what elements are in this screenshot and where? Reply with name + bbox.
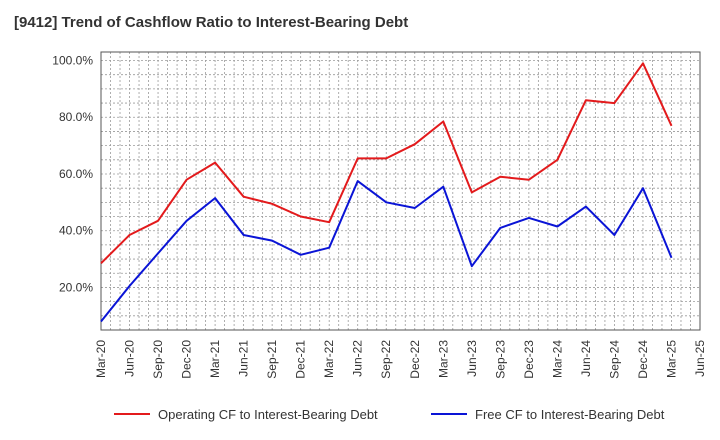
y-tick-label: 60.0%: [59, 167, 93, 181]
x-tick-label: Jun-22: [351, 340, 365, 377]
x-tick-label: Dec-21: [294, 340, 308, 379]
x-tick-label: Jun-24: [579, 340, 593, 377]
x-tick-label: Dec-24: [636, 340, 650, 379]
legend-label-free-cf: Free CF to Interest-Bearing Debt: [475, 406, 665, 422]
series-line-free-cf: [100, 180, 673, 323]
x-tick-label: Sep-24: [607, 340, 621, 379]
x-tick-label: Jun-20: [123, 340, 137, 377]
series: [100, 62, 673, 323]
y-tick-label: 100.0%: [52, 54, 93, 68]
x-tick-label: Sep-23: [493, 340, 507, 379]
legend-item-free-cf: Free CF to Interest-Bearing Debt: [431, 404, 664, 424]
legend: Operating CF to Interest-Bearing Debt Fr…: [0, 404, 720, 424]
x-tick-label: Dec-23: [522, 340, 536, 379]
x-tick-label: Mar-22: [322, 340, 336, 378]
x-tick-label: Mar-25: [664, 340, 678, 378]
legend-swatch-operating-cf: [114, 413, 150, 415]
y-tick-label: 80.0%: [59, 110, 93, 124]
legend-label-operating-cf: Operating CF to Interest-Bearing Debt: [158, 406, 378, 422]
x-tick-label: Mar-21: [208, 340, 222, 378]
x-tick-label: Jun-23: [465, 340, 479, 377]
y-tick-label: 40.0%: [59, 224, 93, 238]
chart-title: [9412] Trend of Cashflow Ratio to Intere…: [14, 14, 409, 31]
x-tick-label: Sep-22: [379, 340, 393, 379]
x-tick-label: Mar-24: [550, 340, 564, 378]
x-tick-label: Jun-21: [237, 340, 251, 377]
x-tick-label: Jun-25: [693, 340, 707, 377]
plot-frame: [100, 51, 701, 331]
x-tick-label: Mar-23: [436, 340, 450, 378]
x-tick-label: Dec-22: [408, 340, 422, 379]
x-tick-label: Sep-21: [265, 340, 279, 379]
tick-labels: 20.0% 40.0% 60.0% 80.0% 100.0% Mar-20 Jun-20 Se…: [52, 54, 707, 379]
axes: [100, 51, 701, 331]
series-line-operating-cf: [100, 62, 673, 265]
grid: [100, 52, 701, 330]
x-tick-label: Dec-20: [180, 340, 194, 379]
legend-item-operating-cf: Operating CF to Interest-Bearing Debt: [114, 404, 378, 424]
x-tick-label: Sep-20: [151, 340, 165, 379]
legend-swatch-free-cf: [431, 413, 467, 415]
y-tick-label: 20.0%: [59, 280, 93, 294]
x-tick-label: Mar-20: [94, 340, 108, 378]
